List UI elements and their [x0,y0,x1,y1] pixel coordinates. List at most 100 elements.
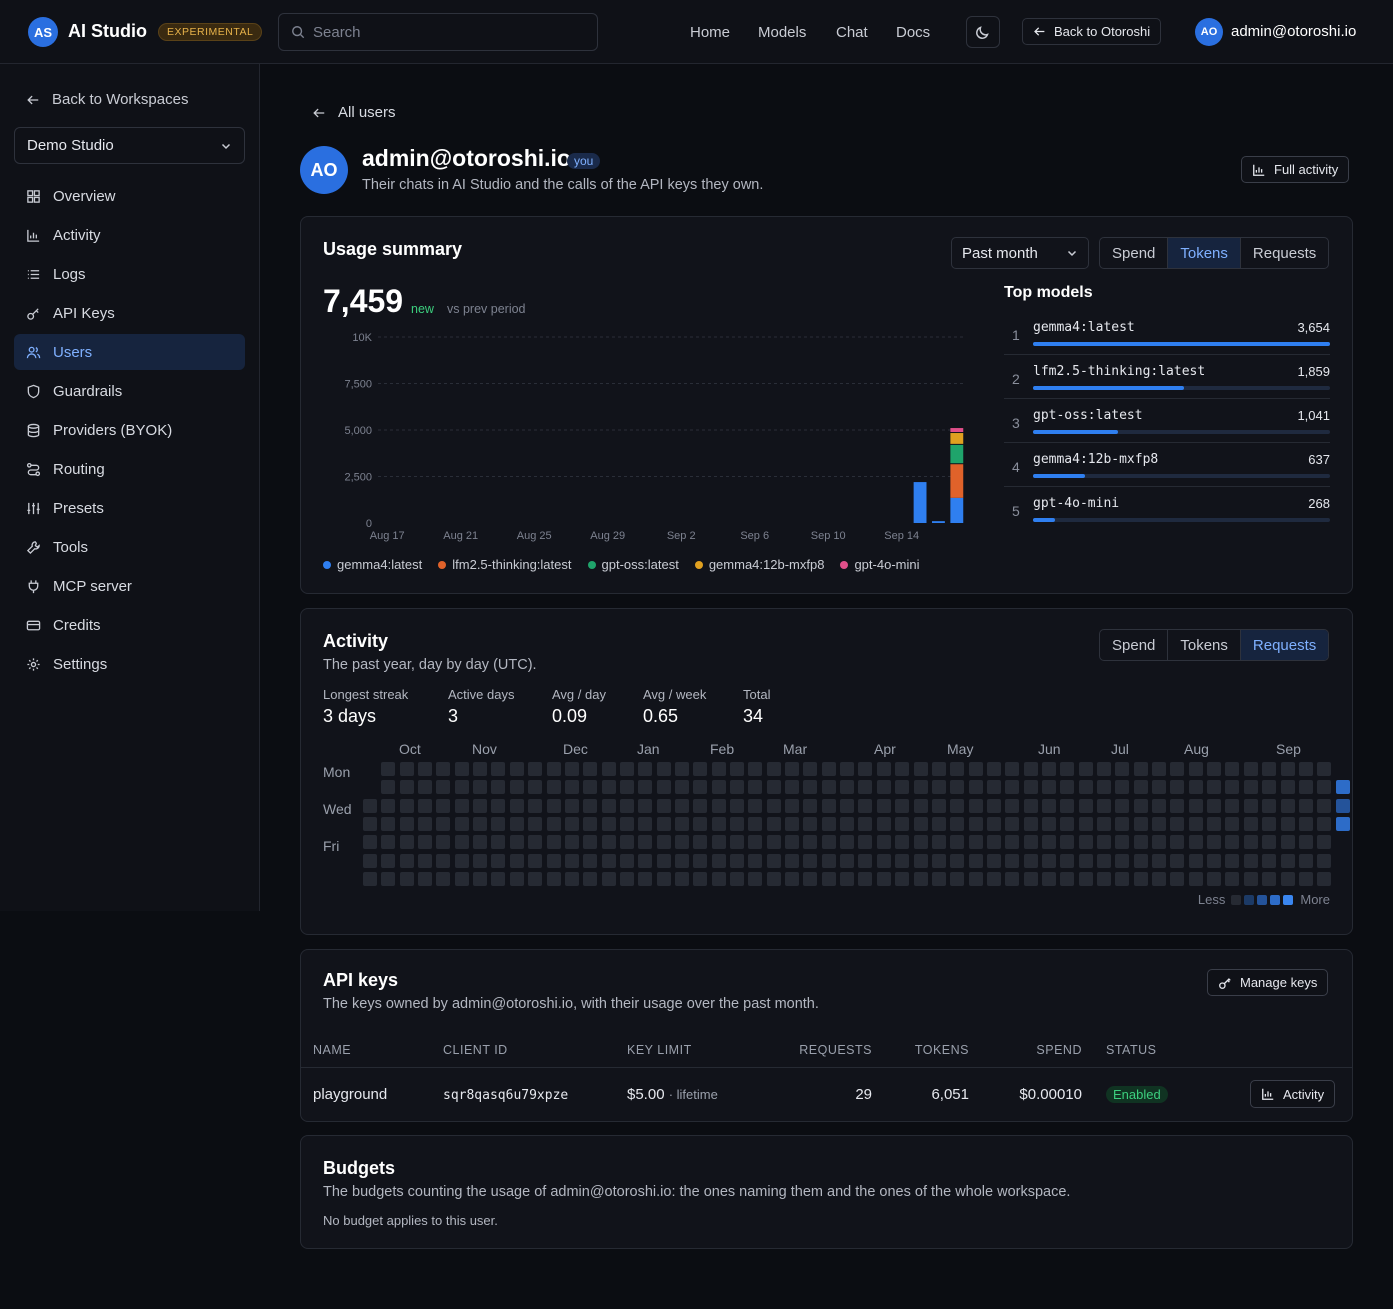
heatmap-cell[interactable] [693,817,708,832]
bar-segment[interactable] [950,497,964,523]
heatmap-cell[interactable] [1170,780,1185,795]
heatmap-cell[interactable] [1005,817,1020,832]
heatmap-cell[interactable] [1041,853,1056,868]
heatmap-cell[interactable] [1005,780,1020,795]
period-select[interactable]: Past month [951,237,1089,269]
heatmap-cell[interactable] [1152,780,1167,795]
heatmap-cell[interactable] [1225,780,1240,795]
heatmap-cell[interactable] [1005,872,1020,887]
heatmap-cell[interactable] [619,798,634,813]
heatmap-cell[interactable] [803,762,818,776]
heatmap-cell[interactable] [821,817,836,832]
heatmap-cell[interactable] [840,798,855,813]
heatmap-cell[interactable] [381,762,396,776]
heatmap-cell[interactable] [1041,798,1056,813]
heatmap-cell[interactable] [711,853,726,868]
heatmap-cell[interactable] [840,872,855,887]
heatmap-cell[interactable] [418,817,433,832]
heatmap-cell[interactable] [1060,762,1075,776]
top-model-row[interactable]: 1 gemma4:latest 3,654 [1004,311,1330,355]
heatmap-cell[interactable] [528,872,543,887]
heatmap-cell[interactable] [931,872,946,887]
heatmap-cell[interactable] [1060,835,1075,850]
heatmap-cell[interactable] [363,798,377,813]
heatmap-cell[interactable] [876,835,891,850]
heatmap-cell[interactable] [436,835,451,850]
heatmap-cell[interactable] [1005,835,1020,850]
heatmap-cell[interactable] [674,817,689,832]
heatmap-cell[interactable] [583,853,598,868]
activity-tab-tokens[interactable]: Tokens [1168,630,1241,660]
heatmap-cell[interactable] [968,762,983,776]
heatmap-cell[interactable] [840,835,855,850]
heatmap-cell[interactable] [876,798,891,813]
heatmap-cell[interactable] [1170,817,1185,832]
manage-keys-button[interactable]: Manage keys [1207,969,1329,996]
heatmap-cell[interactable] [601,780,616,795]
heatmap-cell[interactable] [730,853,744,868]
heatmap-cell[interactable] [986,835,1001,850]
heatmap-cell[interactable] [1262,872,1277,887]
heatmap-cell[interactable] [1298,872,1313,887]
heatmap-cell[interactable] [473,762,488,776]
heatmap-cell[interactable] [638,872,653,887]
heatmap-cell[interactable] [840,762,855,776]
heatmap-cell[interactable] [1133,872,1148,887]
heatmap-cell[interactable] [1335,798,1350,813]
heatmap-cell[interactable] [1170,853,1185,868]
heatmap-cell[interactable] [454,835,469,850]
heatmap-cell[interactable] [1243,872,1258,887]
heatmap-cell[interactable] [509,817,524,832]
heatmap-cell[interactable] [619,872,634,887]
heatmap-cell[interactable] [436,817,451,832]
heatmap-cell[interactable] [1152,798,1167,813]
heatmap-cell[interactable] [583,872,598,887]
sidebar-item-settings[interactable]: Settings [14,646,245,682]
heatmap-cell[interactable] [803,780,818,795]
heatmap-cell[interactable] [803,835,818,850]
activity-tab-spend[interactable]: Spend [1100,630,1169,660]
heatmap-cell[interactable] [546,835,561,850]
heatmap-cell[interactable] [1188,872,1203,887]
heatmap-cell[interactable] [528,798,543,813]
search-input[interactable]: Search [278,13,598,51]
heatmap-cell[interactable] [1188,762,1203,776]
heatmap-cell[interactable] [674,798,689,813]
heatmap-cell[interactable] [1133,817,1148,832]
heatmap-cell[interactable] [1207,872,1222,887]
heatmap-cell[interactable] [564,798,579,813]
heatmap-cell[interactable] [821,853,836,868]
heatmap-cell[interactable] [950,853,965,868]
heatmap-cell[interactable] [1115,798,1130,813]
heatmap-cell[interactable] [858,762,873,776]
heatmap-cell[interactable] [986,872,1001,887]
heatmap-cell[interactable] [858,853,873,868]
heatmap-cell[interactable] [1078,762,1093,776]
full-activity-button[interactable]: Full activity [1241,156,1350,183]
heatmap-cell[interactable] [399,835,414,850]
heatmap-cell[interactable] [601,872,616,887]
heatmap-cell[interactable] [748,798,763,813]
heatmap-cell[interactable] [674,872,689,887]
heatmap-cell[interactable] [363,817,377,832]
heatmap-cell[interactable] [473,817,488,832]
heatmap-cell[interactable] [509,872,524,887]
heatmap-cell[interactable] [821,762,836,776]
bar-segment[interactable] [950,464,964,498]
heatmap-cell[interactable] [418,872,433,887]
heatmap-cell[interactable] [546,872,561,887]
heatmap-cell[interactable] [473,853,488,868]
heatmap-cell[interactable] [674,835,689,850]
heatmap-cell[interactable] [1262,817,1277,832]
legend-item[interactable]: gemma4:12b-mxfp8 [694,557,824,572]
heatmap-cell[interactable] [436,762,451,776]
heatmap-cell[interactable] [803,853,818,868]
legend-item[interactable]: gpt-4o-mini [840,557,919,572]
heatmap-cell[interactable] [1115,762,1130,776]
heatmap-cell[interactable] [766,780,781,795]
back-to-workspaces-link[interactable]: Back to Workspaces [26,91,188,108]
heatmap-cell[interactable] [1060,817,1075,832]
heatmap-cell[interactable] [509,780,524,795]
heatmap-cell[interactable] [638,780,653,795]
bar-segment[interactable] [950,444,964,464]
